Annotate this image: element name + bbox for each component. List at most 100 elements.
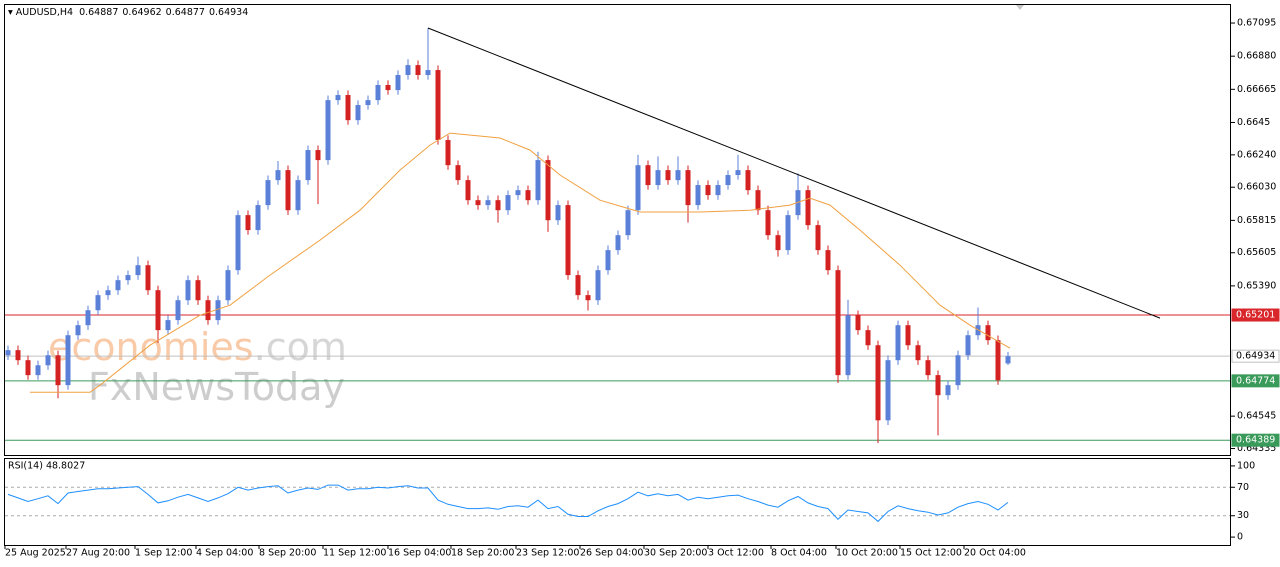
candle-body <box>395 74 401 91</box>
x-tick-label: 1 Sep 12:00 <box>135 548 192 559</box>
watermark: economies.com FxNewsToday <box>48 325 347 409</box>
candle-body <box>715 185 721 196</box>
candle-body <box>335 95 341 101</box>
candle-body <box>175 300 181 321</box>
y-tick-label: 0.67095 <box>1237 18 1276 29</box>
candle-body <box>525 190 531 201</box>
candle-body <box>325 100 331 161</box>
y-tick-label: 0.66880 <box>1237 51 1276 62</box>
candle-body <box>825 250 831 271</box>
candle-body <box>535 160 541 201</box>
candle-body <box>785 215 791 251</box>
candle-body <box>885 360 891 421</box>
y-tick-label: 0.66030 <box>1237 182 1276 193</box>
rsi-label: RSI(14) 48.8027 <box>8 461 85 472</box>
candle-body <box>5 350 11 356</box>
candle-body <box>585 295 591 301</box>
price-level-box <box>1231 374 1280 388</box>
candle-body <box>195 280 201 301</box>
candle-body <box>895 325 901 361</box>
candle-body <box>165 320 171 331</box>
header-low: 0.64877 <box>166 7 205 18</box>
candle-body <box>905 325 911 346</box>
candle-body <box>645 165 651 186</box>
candle-body <box>955 355 961 386</box>
y-tick-label: 0.65390 <box>1237 280 1276 291</box>
candle-body <box>485 200 491 206</box>
x-tick-label: 27 Aug 20:00 <box>66 548 130 559</box>
candle-body <box>305 150 311 181</box>
candle-body <box>355 105 361 121</box>
chart-header: ▾ AUDUSD,H4 0.64887 0.64962 0.64877 0.64934 <box>8 7 248 18</box>
candle-body <box>245 215 251 231</box>
x-tick-label: 8 Oct 04:00 <box>771 548 827 559</box>
candle-body <box>725 175 731 186</box>
candle-body <box>345 95 351 121</box>
candle-body <box>215 300 221 321</box>
candle-body <box>435 70 441 141</box>
candle-body <box>995 340 1001 381</box>
candle-body <box>815 225 821 251</box>
x-tick-label: 10 Oct 20:00 <box>836 548 898 559</box>
rsi-tick-label: 30 <box>1237 510 1249 521</box>
x-tick-label: 30 Sep 20:00 <box>644 548 707 559</box>
price-level-box <box>1231 433 1280 447</box>
chart-title: AUDUSD,H4 <box>16 7 73 18</box>
y-tick-label: 0.64545 <box>1237 411 1276 422</box>
x-tick-label: 26 Sep 04:00 <box>580 548 643 559</box>
x-tick-label: 20 Oct 04:00 <box>964 548 1026 559</box>
candle-body <box>835 270 841 376</box>
x-tick-label: 3 Oct 12:00 <box>708 548 764 559</box>
candle-body <box>455 165 461 181</box>
candle-body <box>595 270 601 301</box>
price-level-box <box>1231 349 1280 363</box>
y-tick-label: 0.64335 <box>1237 443 1276 454</box>
candle-body <box>75 325 81 336</box>
candle-body <box>225 270 231 301</box>
y-tick-label: 0.65605 <box>1237 247 1276 258</box>
candle-body <box>205 300 211 321</box>
candle-body <box>105 290 111 296</box>
price-level-label: 0.64934 <box>1236 351 1275 362</box>
y-tick-label: 0.66240 <box>1237 149 1276 160</box>
candle-body <box>315 150 321 161</box>
candle-body <box>855 315 861 331</box>
candle-body <box>665 170 671 181</box>
x-tick-label: 8 Sep 20:00 <box>259 548 316 559</box>
candle-body <box>755 190 761 211</box>
x-tick-label: 11 Sep 12:00 <box>323 548 386 559</box>
candle-body <box>775 235 781 251</box>
candle-body <box>655 170 661 186</box>
candle-body <box>255 205 261 231</box>
candle-body <box>495 200 501 211</box>
candle-body <box>415 65 421 75</box>
price-level-box <box>1231 308 1280 322</box>
candle-body <box>565 205 571 276</box>
candle-body <box>965 335 971 356</box>
candle-body <box>115 280 121 291</box>
candle-body <box>555 205 561 221</box>
candle-body <box>605 250 611 271</box>
candle-body <box>295 180 301 211</box>
candle-body <box>55 355 61 386</box>
header-high: 0.64962 <box>122 7 161 18</box>
candle-body <box>15 350 21 361</box>
price-level-label: 0.64774 <box>1236 375 1275 386</box>
candle-body <box>265 180 271 206</box>
x-tick-label: 16 Sep 04:00 <box>388 548 451 559</box>
main-frame <box>4 4 1231 456</box>
candle-body <box>675 170 681 181</box>
header-open: 0.64887 <box>79 7 118 18</box>
rsi-tick-label: 70 <box>1237 482 1249 493</box>
candle-body <box>85 310 91 326</box>
candle-body <box>915 345 921 361</box>
candle-body <box>935 375 941 396</box>
trendline <box>427 27 1161 319</box>
candle-body <box>155 290 161 331</box>
candle-body <box>425 70 431 75</box>
candle-body <box>25 360 31 376</box>
candle-body <box>705 185 711 196</box>
candle-body <box>65 335 71 386</box>
